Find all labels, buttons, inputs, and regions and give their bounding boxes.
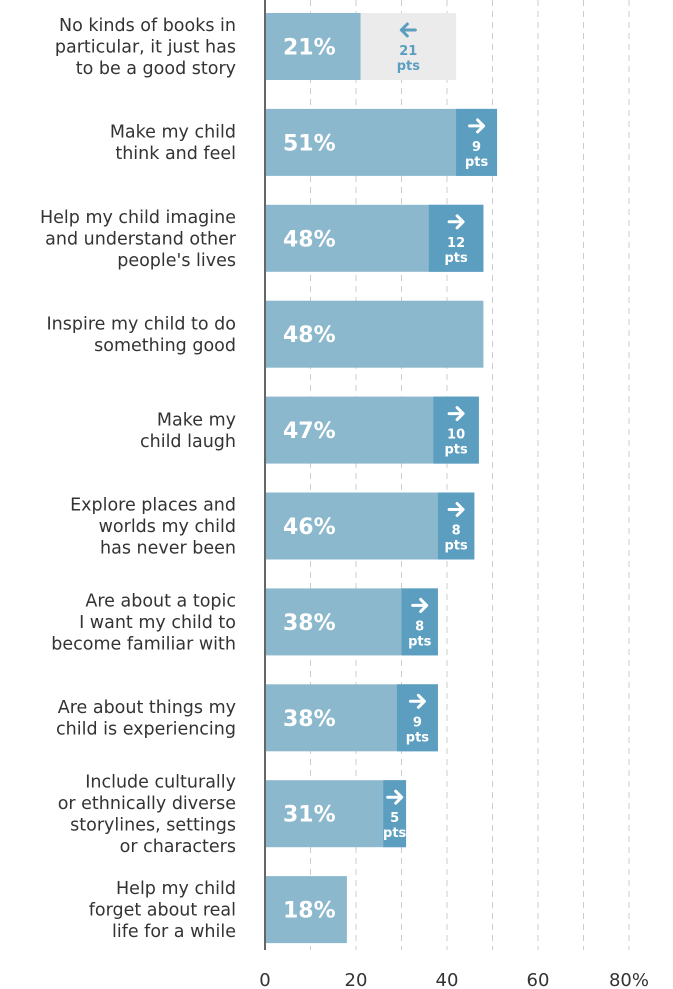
category-label: Help my child forget about real life for a… (89, 879, 236, 942)
change-points: 8 (415, 619, 424, 634)
category-label-line: and understand other (45, 229, 237, 249)
change-unit: pts (397, 59, 421, 74)
change-unit: pts (406, 730, 430, 745)
category-label: Help my child imagine and understand othe… (40, 208, 237, 271)
value-label: 18% (283, 899, 336, 924)
category-label-line: No kinds of books in (59, 16, 236, 36)
bar (265, 780, 407, 848)
category-label: No kinds of books in particular, it just … (55, 16, 236, 79)
category-label-line: or ethnically diverse (58, 794, 236, 814)
category-label-line: think and feel (115, 144, 236, 164)
category-label-line: Make my (157, 410, 236, 430)
change-points: 9 (413, 715, 422, 730)
change-arrow-icon (468, 118, 486, 134)
x-tick-label: 40 (436, 970, 459, 989)
x-tick-label: 80% (609, 970, 649, 989)
category-label: Make my child laugh (140, 410, 236, 452)
category-label-line: worlds my child (99, 517, 236, 537)
x-tick-label: 0 (259, 970, 270, 989)
change-arrow-icon (408, 693, 426, 709)
x-tick-label: 60 (527, 970, 550, 989)
category-label-line: Help my child imagine (40, 208, 236, 228)
change-points: 10 (447, 428, 465, 443)
category-label-line: to be a good story (76, 59, 236, 79)
x-axis: 0 20 40 60 80% (259, 970, 649, 989)
bar (265, 300, 484, 368)
category-label-line: Include culturally (85, 772, 236, 792)
category-label-line: life for a while (112, 922, 236, 942)
category-label-line: or characters (120, 837, 236, 857)
category-label: Are about things my child is experiencing (56, 698, 236, 740)
value-label: 21% (283, 36, 336, 61)
change-points: 5 (390, 811, 399, 826)
change-arrow-icon (411, 597, 429, 613)
change-points: 12 (447, 236, 465, 251)
category-label-line: I want my child to (79, 613, 236, 633)
category-label-line: child laugh (140, 432, 236, 452)
value-label: 48% (283, 323, 336, 348)
category-label-line: storylines, settings (70, 815, 236, 835)
category-label: Are about a topic I want my child to becom… (51, 591, 236, 654)
category-label-line: people's lives (117, 251, 236, 271)
bar (265, 13, 361, 80)
category-label-line: Are about a topic (85, 591, 236, 611)
bar (265, 876, 347, 944)
category-label: Include culturally or ethnically diverse s… (58, 772, 236, 857)
change-unit: pts (465, 155, 489, 170)
category-label-line: Inspire my child to do (46, 314, 236, 334)
category-label-line: become familiar with (51, 634, 236, 654)
category-label: Make my child think and feel (110, 123, 236, 165)
category-label: Inspire my child to do something good (46, 314, 236, 356)
change-arrow-icon (399, 22, 417, 38)
category-label: Explore places and worlds my child has nev… (70, 496, 236, 559)
category-label-line: something good (94, 336, 236, 356)
category-label-line: particular, it just has (55, 38, 236, 58)
change-unit: pts (444, 251, 468, 266)
change-arrow-icon (447, 214, 465, 230)
category-labels: No kinds of books in particular, it just … (40, 16, 237, 942)
category-label-line: child is experiencing (56, 720, 236, 740)
category-label-line: Help my child (116, 879, 236, 899)
change-unit: pts (444, 443, 468, 458)
change-points: 9 (472, 140, 481, 155)
value-label: 47% (283, 419, 336, 444)
value-label: 31% (283, 803, 336, 828)
change-arrow-icon (447, 406, 465, 422)
change-unit: pts (444, 539, 468, 554)
category-label-line: has never been (100, 539, 236, 559)
category-label-line: forget about real (89, 901, 236, 921)
change-points: 8 (452, 524, 461, 539)
value-label: 48% (283, 227, 336, 252)
value-label: 38% (283, 707, 336, 732)
category-label-line: Are about things my (58, 698, 236, 718)
x-tick-label: 20 (345, 970, 368, 989)
change-arrow-icon (386, 789, 404, 805)
value-label: 38% (283, 611, 336, 636)
category-label-line: Explore places and (70, 496, 236, 516)
change-unit: pts (383, 826, 407, 841)
change-arrow-icon (447, 502, 465, 517)
change-points: 21 (399, 44, 417, 59)
value-label: 46% (283, 515, 336, 540)
change-unit: pts (408, 634, 432, 649)
category-label-line: Make my child (110, 123, 236, 143)
value-label: 51% (283, 131, 336, 156)
